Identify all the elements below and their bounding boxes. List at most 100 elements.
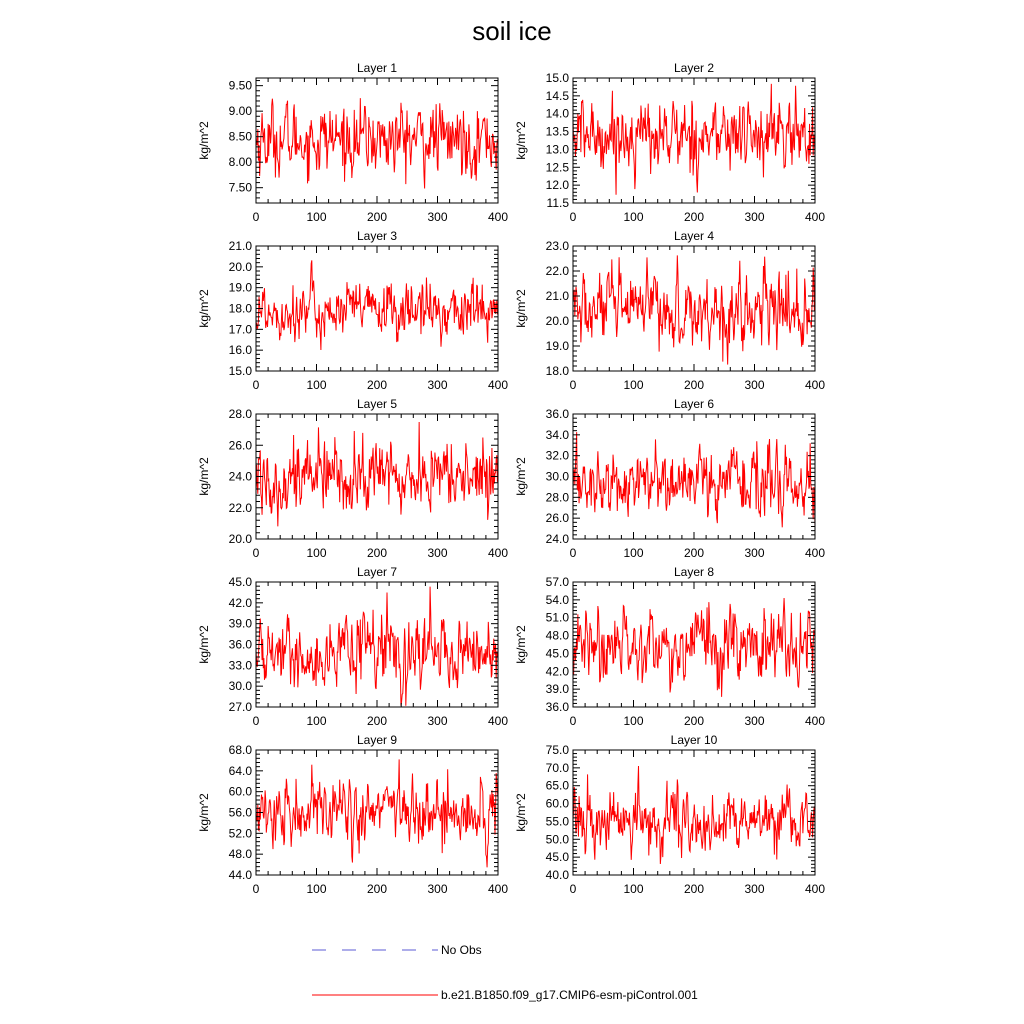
panel-layer-10: Layer 10 kg/m^2 0 100 200 300 400 40.0 45.0 50.0 5…: [514, 733, 825, 896]
panel-layer-7: Layer 7 kg/m^2 0 100 200 300 400 27.0 30.0 33.0 36…: [197, 565, 508, 728]
x-tick-label: 300: [427, 714, 447, 728]
y-tick-label: 39.0: [546, 682, 570, 696]
y-tick-label: 75.0: [546, 743, 570, 757]
x-tick-label: 200: [684, 546, 704, 560]
y-tick-label: 19.0: [229, 281, 253, 295]
y-tick-label: 27.0: [229, 700, 253, 714]
y-tick-label: 13.5: [546, 125, 570, 139]
x-tick-label: 300: [427, 378, 447, 392]
panel-title: Layer 5: [357, 397, 397, 411]
y-tick-label: 34.0: [546, 428, 570, 442]
x-tick-label: 0: [253, 210, 260, 224]
series-line: [572, 765, 816, 864]
y-tick-label: 68.0: [229, 743, 253, 757]
x-tick-label: 200: [367, 714, 387, 728]
series-line: [572, 597, 816, 697]
y-tick-label: 11.5: [547, 196, 570, 210]
y-axis-label: kg/m^2: [197, 121, 211, 160]
y-axis-label: kg/m^2: [514, 625, 528, 664]
x-tick-label: 0: [253, 714, 260, 728]
series-line: [255, 759, 499, 868]
y-tick-label: 19.0: [546, 339, 570, 353]
x-tick-label: 300: [427, 882, 447, 896]
panels: Layer 1 kg/m^2 0 100 200 300 400 7.50 8.00 8.50 9.…: [197, 61, 825, 896]
x-tick-label: 300: [744, 714, 764, 728]
y-tick-label: 44.0: [229, 868, 253, 882]
series-line: [572, 255, 816, 365]
y-tick-label: 70.0: [546, 761, 570, 775]
x-tick-label: 400: [488, 714, 508, 728]
y-tick-label: 20.0: [229, 532, 253, 546]
panel-layer-1: Layer 1 kg/m^2 0 100 200 300 400 7.50 8.00 8.50 9.…: [197, 61, 508, 224]
series-line: [255, 586, 499, 706]
x-tick-label: 400: [488, 210, 508, 224]
panel-layer-9: Layer 9 kg/m^2 0 100 200 300 400 44.0 48.0 52.0 56…: [197, 733, 508, 896]
x-tick-label: 200: [367, 378, 387, 392]
y-tick-label: 36.0: [546, 407, 570, 421]
y-axis-label: kg/m^2: [197, 289, 211, 328]
panel-title: Layer 6: [674, 397, 714, 411]
y-tick-label: 7.50: [229, 181, 253, 195]
y-tick-label: 60.0: [229, 785, 253, 799]
y-tick-label: 15.0: [546, 71, 570, 85]
y-tick-label: 42.0: [229, 596, 253, 610]
x-tick-label: 200: [684, 714, 704, 728]
x-tick-label: 100: [306, 546, 326, 560]
y-tick-label: 21.0: [546, 289, 570, 303]
x-tick-label: 200: [684, 210, 704, 224]
y-tick-label: 12.5: [546, 160, 570, 174]
y-tick-label: 12.0: [546, 178, 570, 192]
legend-model-label: b.e21.B1850.f09_g17.CMIP6-esm-piControl.…: [441, 988, 698, 1002]
y-tick-label: 22.0: [546, 264, 570, 278]
series-line: [572, 432, 816, 528]
y-tick-label: 32.0: [546, 449, 570, 463]
x-tick-label: 200: [367, 546, 387, 560]
x-tick-label: 0: [570, 714, 577, 728]
y-axis-label: kg/m^2: [514, 793, 528, 832]
y-axis-label: kg/m^2: [514, 121, 528, 160]
x-tick-label: 0: [253, 378, 260, 392]
panel-layer-2: Layer 2 kg/m^2 0 100 200 300 400 11.5 12.0 12.5 13…: [514, 61, 825, 224]
x-tick-label: 100: [306, 882, 326, 896]
y-tick-label: 48.0: [229, 847, 253, 861]
x-tick-label: 300: [427, 546, 447, 560]
x-tick-label: 300: [744, 882, 764, 896]
y-tick-label: 45.0: [546, 646, 570, 660]
y-tick-label: 16.0: [229, 343, 253, 357]
y-tick-label: 42.0: [546, 664, 570, 678]
x-tick-label: 400: [488, 378, 508, 392]
y-tick-label: 39.0: [229, 617, 253, 631]
y-tick-label: 57.0: [546, 575, 570, 589]
y-tick-label: 54.0: [546, 593, 570, 607]
y-tick-label: 8.50: [229, 130, 253, 144]
x-tick-label: 100: [623, 546, 643, 560]
legend-obs-label: No Obs: [441, 943, 482, 957]
y-tick-label: 20.0: [229, 260, 253, 274]
x-tick-label: 200: [367, 882, 387, 896]
x-tick-label: 0: [570, 210, 577, 224]
y-tick-label: 18.0: [229, 302, 253, 316]
y-tick-label: 26.0: [546, 511, 570, 525]
x-tick-label: 400: [488, 546, 508, 560]
y-tick-label: 65.0: [546, 779, 570, 793]
y-tick-label: 48.0: [546, 629, 570, 643]
panel-title: Layer 2: [674, 61, 714, 75]
y-tick-label: 9.50: [229, 79, 253, 93]
y-tick-label: 18.0: [546, 364, 570, 378]
series-line: [255, 260, 499, 351]
x-tick-label: 400: [805, 882, 825, 896]
y-tick-label: 26.0: [229, 438, 253, 452]
x-tick-label: 0: [570, 882, 577, 896]
x-tick-label: 100: [623, 210, 643, 224]
y-tick-label: 9.00: [229, 104, 253, 118]
series-line: [255, 422, 499, 527]
y-tick-label: 14.5: [546, 89, 570, 103]
x-tick-label: 0: [253, 546, 260, 560]
panel-title: Layer 10: [671, 733, 718, 747]
legend: No Obs b.e21.B1850.f09_g17.CMIP6-esm-piC…: [312, 943, 698, 1002]
x-tick-label: 300: [427, 210, 447, 224]
panel-layer-4: Layer 4 kg/m^2 0 100 200 300 400 18.0 19.0 20.0 21…: [514, 229, 825, 392]
panel-layer-3: Layer 3 kg/m^2 0 100 200 300 400 15.0 16.0 17.0 18…: [197, 229, 508, 392]
x-tick-label: 400: [805, 714, 825, 728]
